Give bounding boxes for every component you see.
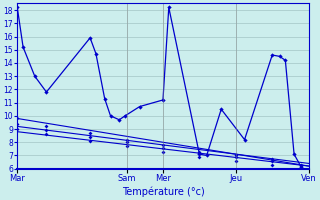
X-axis label: Température (°c): Température (°c) [122, 186, 204, 197]
